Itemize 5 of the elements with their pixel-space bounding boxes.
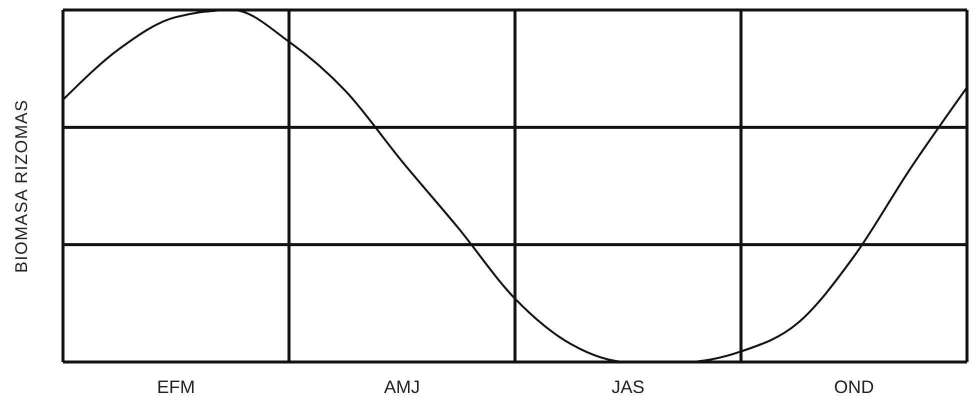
x-tick-label: OND [834,376,874,397]
x-tick-label: AMJ [384,376,420,397]
x-tick-label: EFM [157,376,195,397]
y-axis-title: BIOMASA RIZOMAS [12,99,32,273]
x-tick-label: JAS [611,376,645,397]
